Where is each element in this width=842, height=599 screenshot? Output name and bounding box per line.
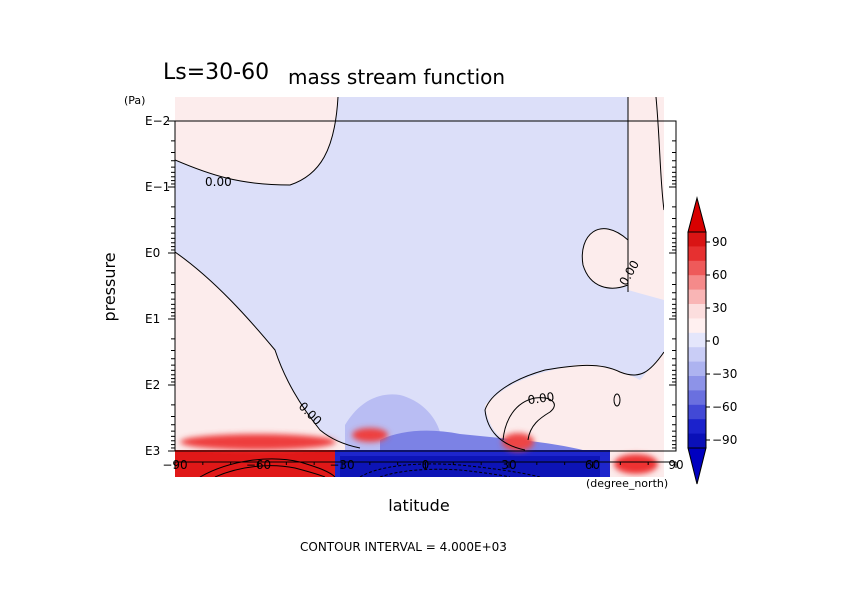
contour-zero-lower-right [484, 351, 664, 451]
colorbar-swatch [688, 433, 706, 449]
contour-tiny-loop [613, 393, 621, 407]
colorbar-swatch [688, 246, 706, 262]
positive-core-left [175, 450, 335, 477]
colorbar-swatch [688, 304, 706, 319]
plot-frame [174, 120, 677, 452]
colorbar: 90 60 30 0 −30 −60 −90 [687, 196, 737, 485]
colorbar-swatch [688, 361, 706, 377]
contour-label: 0.00 [527, 390, 555, 408]
contour-zero-loop [581, 228, 629, 289]
colorbar-tick-label: −30 [712, 367, 737, 381]
y-tick-label: E3 [145, 444, 160, 458]
x-unit: (degree_north) [586, 477, 668, 490]
x-axis: −90−60−300306090 [162, 458, 683, 472]
x-axis-label: latitude [388, 496, 449, 515]
colorbar-swatch [688, 260, 706, 276]
colorbar-swatch [688, 332, 706, 348]
y-axis-label: pressure [100, 252, 119, 321]
contour-dashed-core-2 [379, 468, 511, 477]
colorbar-tick-label: −60 [712, 400, 737, 414]
contour-dashed-core [359, 463, 541, 477]
y-tick-label: E−2 [145, 114, 170, 128]
contour-zero-lower-left [175, 251, 361, 449]
colorbar-swatch [688, 318, 706, 334]
positive-blob-left [180, 434, 336, 450]
y-tick-label: E2 [145, 378, 160, 392]
contour-small-loop [502, 397, 555, 441]
colorbar-tick-label: −90 [712, 433, 737, 447]
colorbar-tick-label: 0 [712, 334, 720, 348]
colorbar-top-arrow [687, 196, 707, 233]
y-tick-label: E0 [145, 246, 160, 260]
contour-interval-note: CONTOUR INTERVAL = 4.000E+03 [300, 540, 507, 554]
negative-region [175, 97, 664, 450]
y-tick-label: E−1 [145, 180, 170, 194]
positive-blob-far-right [614, 454, 658, 474]
field-fills [175, 97, 664, 477]
contour-zero-far-right [655, 97, 664, 211]
colorbar-tick-label: 30 [712, 301, 727, 315]
colorbar-tick-label: 90 [712, 235, 727, 249]
colorbar-frame [687, 231, 707, 449]
contour-near-surface [199, 458, 336, 477]
positive-blob-right [502, 433, 534, 451]
contour-lines [175, 97, 664, 477]
colorbar-swatch [688, 419, 706, 435]
colorbar-swatch [688, 404, 706, 420]
colorbar-tick-label: 60 [712, 268, 727, 282]
colorbar-swatch [688, 347, 706, 363]
colorbar-bottom-arrow [687, 447, 707, 485]
contour-zero-left [175, 97, 339, 186]
colorbar-swatch [688, 275, 706, 291]
colorbar-swatch [688, 232, 706, 247]
y-unit: (Pa) [124, 94, 145, 107]
positive-blob-center [352, 428, 388, 442]
y-axis: E−2 E−1 E0 E1 E2 E3 [145, 114, 676, 458]
y-tick-label: E1 [145, 312, 160, 326]
contour-near-surface-2 [214, 465, 326, 477]
colorbar-swatch [688, 289, 706, 305]
chart-subtitle: mass stream function [288, 65, 505, 89]
colorbar-swatch [688, 376, 706, 391]
colorbar-swatch [688, 390, 706, 406]
chart-title: Ls=30-60 [163, 60, 269, 85]
contour-label: 0.00 [205, 175, 232, 189]
